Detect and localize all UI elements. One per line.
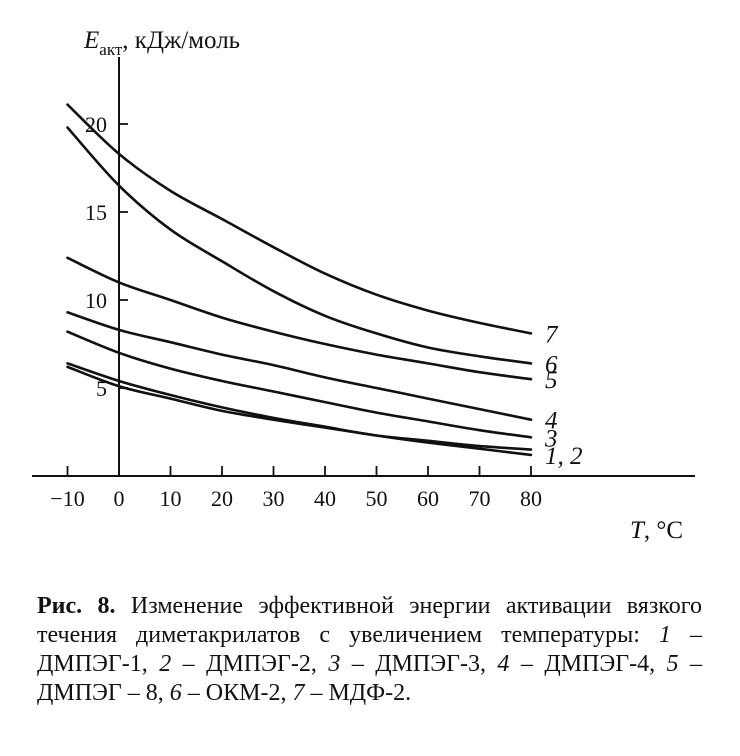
x-tick-label: 30	[263, 486, 285, 511]
caption-legend-name: – ОКМ-2,	[181, 680, 293, 706]
x-tick-label: 20	[211, 486, 233, 511]
chart: Eакт, кДж/моль −10 0 10 20 30 40 50 60 70 80 5 10 1…	[32, 27, 695, 544]
caption-legend-name: – МДФ-2.	[304, 680, 412, 706]
caption-intro: Изменение эффективной энергии активации …	[37, 593, 702, 648]
series-label: 6	[545, 351, 558, 378]
series-curve-5	[66, 256, 533, 381]
caption-legend-number: 3	[328, 651, 341, 677]
y-axis-title-sub: акт	[99, 40, 123, 59]
caption-legend-name: – ДМПЭГ-1,	[37, 622, 702, 677]
x-tick-label: 70	[469, 486, 491, 511]
caption-figure-label: Рис. 8.	[37, 593, 116, 619]
series-curve-6	[66, 126, 533, 365]
caption-legend-number: 2	[159, 651, 172, 677]
x-tick-label: 40	[314, 486, 336, 511]
svg-text:T, °C: T, °C	[630, 517, 683, 544]
series-label: 3	[544, 425, 558, 452]
series-label: 7	[545, 321, 559, 348]
x-tick-label: 0	[114, 486, 125, 511]
y-tick-label: 15	[85, 200, 107, 225]
y-tick-label: 20	[85, 112, 107, 137]
caption-legend: 1 – ДМПЭГ-1, 2 – ДМПЭГ-2, 3 – ДМПЭГ-3, 4…	[37, 622, 702, 706]
series-curve-3	[66, 330, 533, 439]
curves	[66, 103, 533, 457]
x-axis-title-unit: , °C	[644, 517, 683, 544]
series-curve-4	[66, 311, 533, 421]
y-axis-title: Eакт, кДж/моль	[83, 27, 240, 59]
series-label: 4	[545, 408, 558, 435]
caption-legend-name: – ДМПЭГ-2,	[171, 651, 329, 677]
caption-legend-number: 6	[169, 680, 182, 706]
x-tick-label: −10	[50, 486, 84, 511]
series-label: 5	[545, 367, 558, 394]
caption-legend-number: 1	[658, 622, 671, 648]
x-ticks: −10 0 10 20 30 40 50 60 70 80	[50, 466, 542, 511]
series-label: 1, 2	[545, 443, 583, 470]
x-axis-title-var: T	[630, 517, 646, 544]
series-labels: 1, 234 56 7	[544, 321, 583, 469]
x-tick-label: 80	[520, 486, 542, 511]
x-tick-label: 10	[160, 486, 182, 511]
caption-legend-name: – ДМПЭГ-3,	[340, 651, 498, 677]
series-curve-7	[66, 103, 533, 335]
svg-text:Eакт, кДж/моль: Eакт, кДж/моль	[83, 27, 240, 59]
caption-legend-number: 4	[497, 651, 510, 677]
y-axis-title-unit: , кДж/моль	[122, 27, 240, 54]
figure-caption: Рис. 8. Изменение эффективной энергии ак…	[37, 592, 702, 708]
caption-legend-number: 5	[666, 651, 679, 677]
series-curve-2	[66, 362, 533, 451]
y-tick-label: 10	[85, 288, 107, 313]
x-axis-title: T, °C	[630, 517, 683, 544]
x-tick-label: 60	[417, 486, 439, 511]
x-tick-label: 50	[366, 486, 388, 511]
caption-legend-number: 7	[292, 680, 305, 706]
series-curve-1	[66, 365, 533, 457]
caption-legend-name: – ДМПЭГ – 8,	[37, 651, 702, 706]
caption-legend-name: – ДМПЭГ-4,	[509, 651, 667, 677]
y-axis-title-main: E	[83, 27, 99, 54]
y-tick-label: 5	[96, 376, 107, 401]
